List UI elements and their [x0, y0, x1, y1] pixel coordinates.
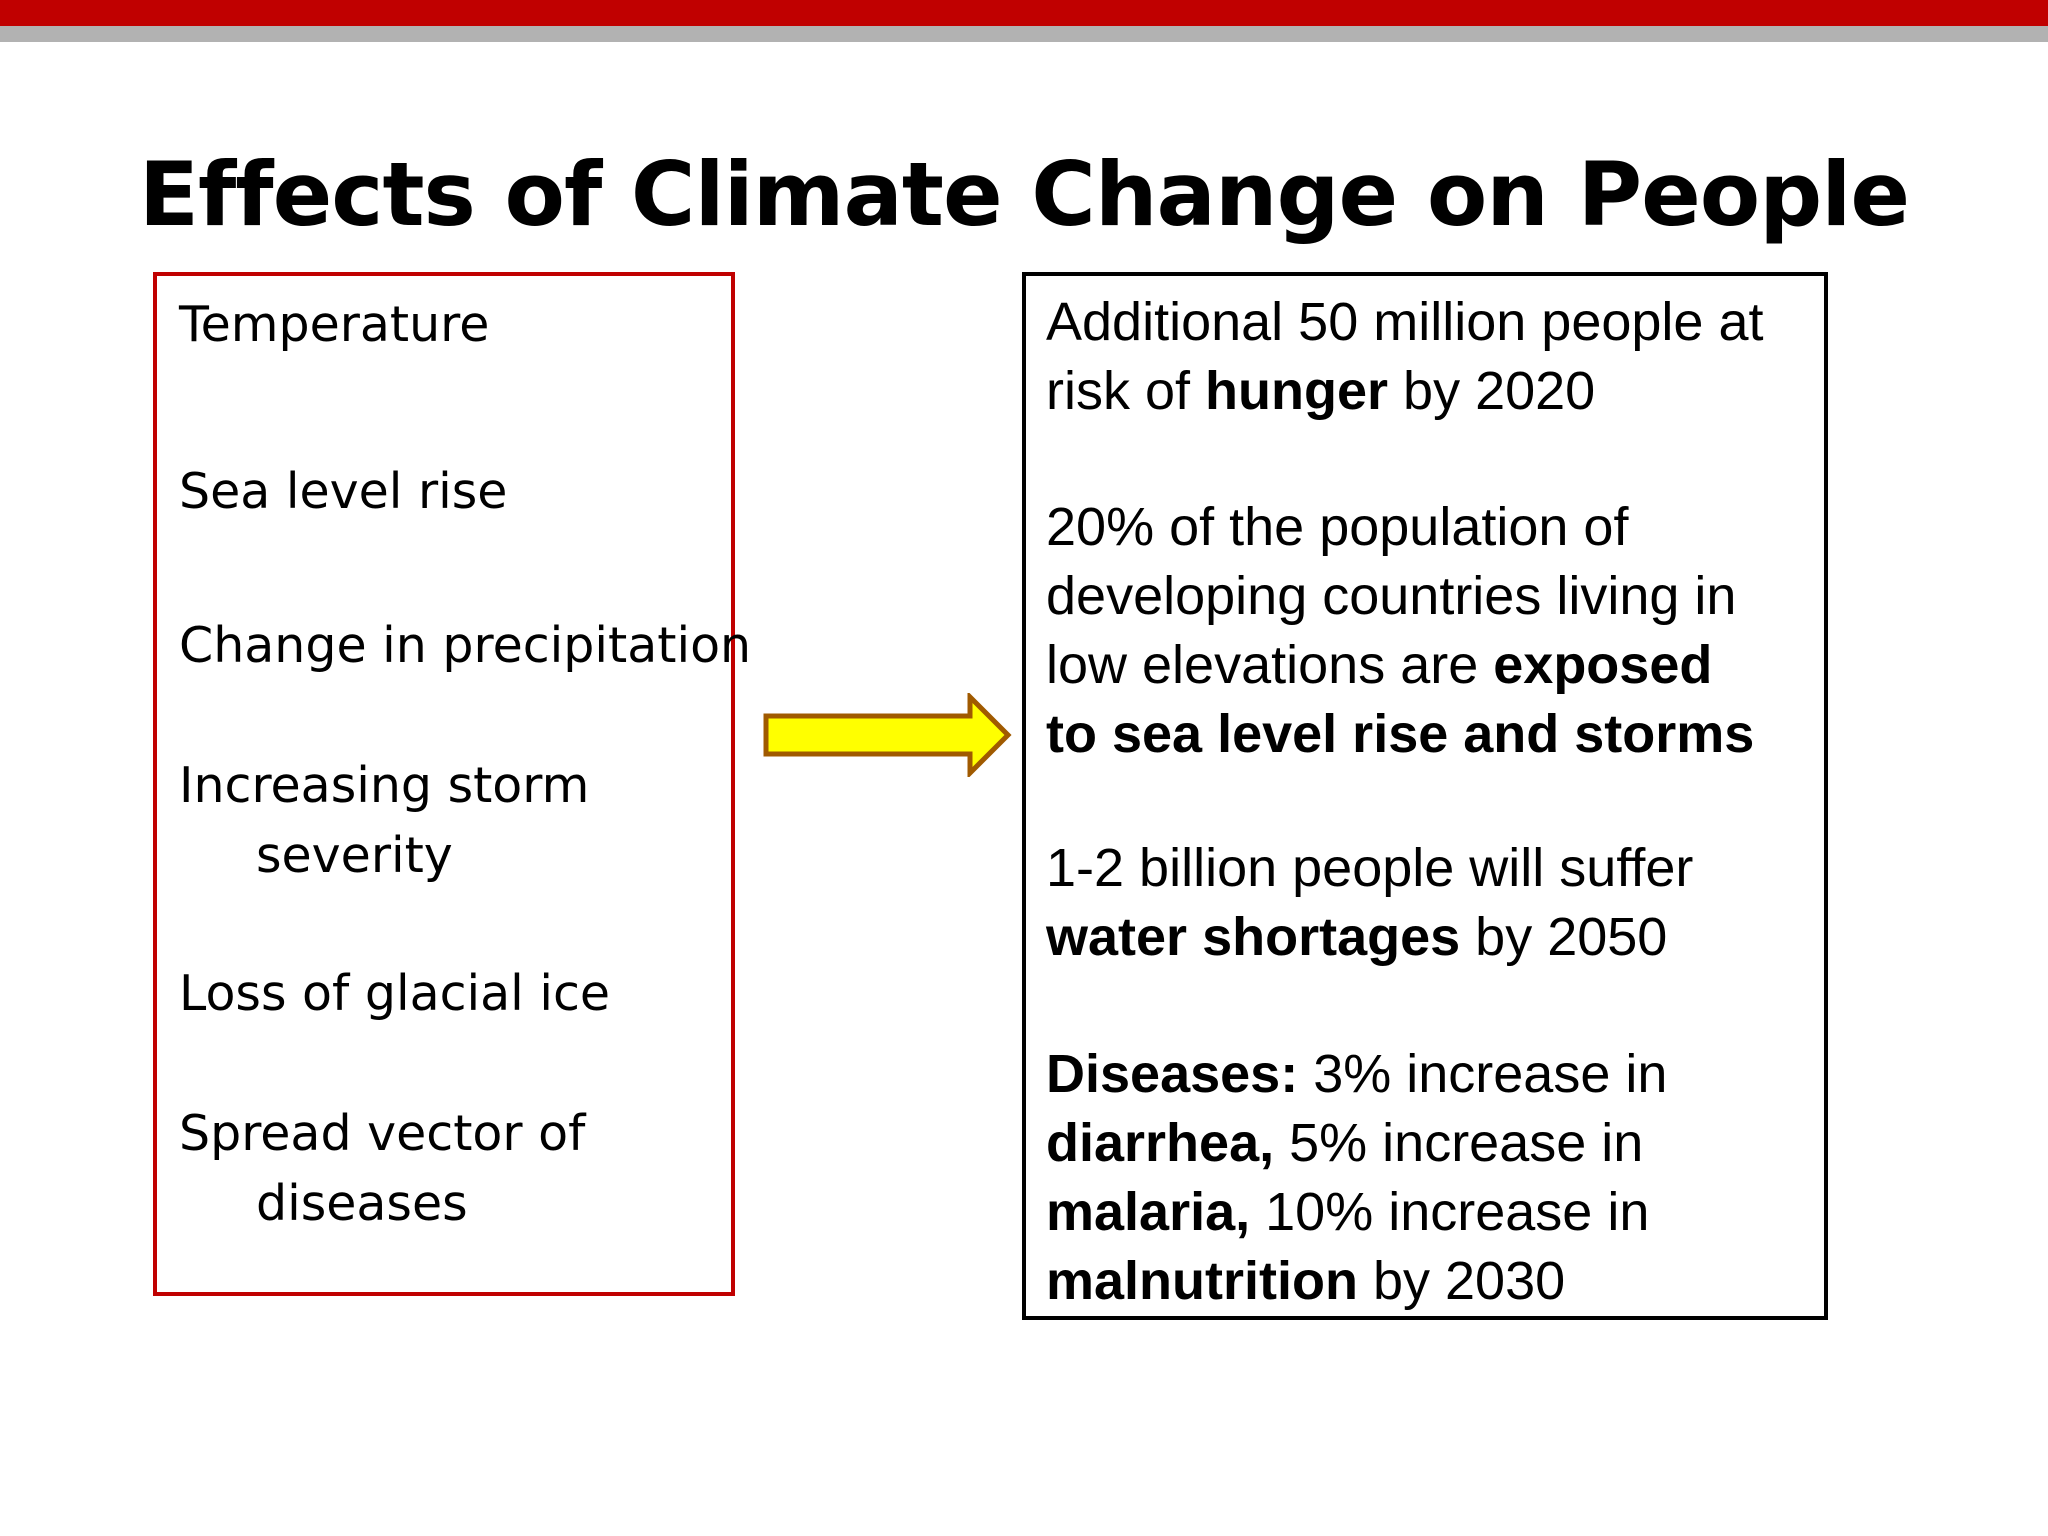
- effect-hunger-line: Additional 50 million people at: [1046, 292, 1764, 352]
- effect-bold-text: malnutrition: [1046, 1251, 1358, 1311]
- effect-bold-text: Diseases:: [1046, 1044, 1299, 1104]
- cause-storm-severity: Increasing storm severity: [179, 757, 590, 884]
- effect-sea-line: developing countries living in: [1046, 566, 1737, 626]
- effect-hunger: Additional 50 million people at risk of …: [1046, 288, 1826, 426]
- effect-text: risk of: [1046, 361, 1206, 421]
- effect-text: 5% increase in: [1274, 1113, 1644, 1173]
- effect-water-line: water shortages by 2050: [1046, 903, 1826, 972]
- slide-title: Effects of Climate Change on People: [138, 143, 1910, 246]
- effect-sea-line: 20% of the population of: [1046, 497, 1629, 557]
- effect-disease-line: diarrhea, 5% increase in: [1046, 1109, 1826, 1178]
- effect-bold-text: exposed: [1493, 635, 1713, 695]
- effect-disease-line: Diseases: 3% increase in: [1046, 1040, 1826, 1109]
- effect-hunger-line: risk of hunger by 2020: [1046, 357, 1826, 426]
- cause-temperature: Temperature: [179, 296, 490, 353]
- effect-sea-level: 20% of the population of developing coun…: [1046, 493, 1826, 769]
- top-accent-underbar: [0, 26, 2048, 42]
- effect-water: 1-2 billion people will suffer water sho…: [1046, 834, 1826, 972]
- cause-precipitation: Change in precipitation: [179, 617, 752, 674]
- cause-sea-level-rise: Sea level rise: [179, 463, 508, 520]
- effect-disease-line: malaria, 10% increase in: [1046, 1178, 1826, 1247]
- effects-box: Additional 50 million people at risk of …: [1022, 272, 1828, 1320]
- effect-bold-text: diarrhea,: [1046, 1113, 1275, 1173]
- effect-text: 3% increase in: [1298, 1044, 1668, 1104]
- cause-glacial-ice: Loss of glacial ice: [179, 965, 611, 1022]
- effect-text: 10% increase in: [1250, 1182, 1650, 1242]
- effect-text: low elevations are: [1046, 635, 1494, 695]
- right-arrow-icon: [763, 693, 1012, 777]
- effect-bold-text: water shortages: [1046, 907, 1461, 967]
- cause-vector-diseases: Spread vector of diseases: [179, 1105, 586, 1232]
- effect-text: by 2020: [1388, 361, 1596, 421]
- effect-water-line: 1-2 billion people will suffer: [1046, 838, 1694, 898]
- effect-text: by 2050: [1460, 907, 1668, 967]
- top-accent-bar: [0, 0, 2048, 26]
- effect-bold-text: to sea level rise and storms: [1046, 704, 1755, 764]
- effect-text: by 2030: [1357, 1251, 1566, 1311]
- causes-box: Temperature Sea level rise Change in pre…: [153, 272, 752, 1296]
- effect-sea-line: low elevations are exposed: [1046, 631, 1826, 700]
- effect-bold-text: hunger: [1205, 361, 1389, 421]
- effect-bold-text: malaria,: [1046, 1182, 1251, 1242]
- effect-diseases: Diseases: 3% increase in diarrhea, 5% in…: [1046, 1040, 1826, 1316]
- effect-disease-line: malnutrition by 2030: [1046, 1247, 1826, 1316]
- effect-sea-line: to sea level rise and storms: [1046, 700, 1826, 769]
